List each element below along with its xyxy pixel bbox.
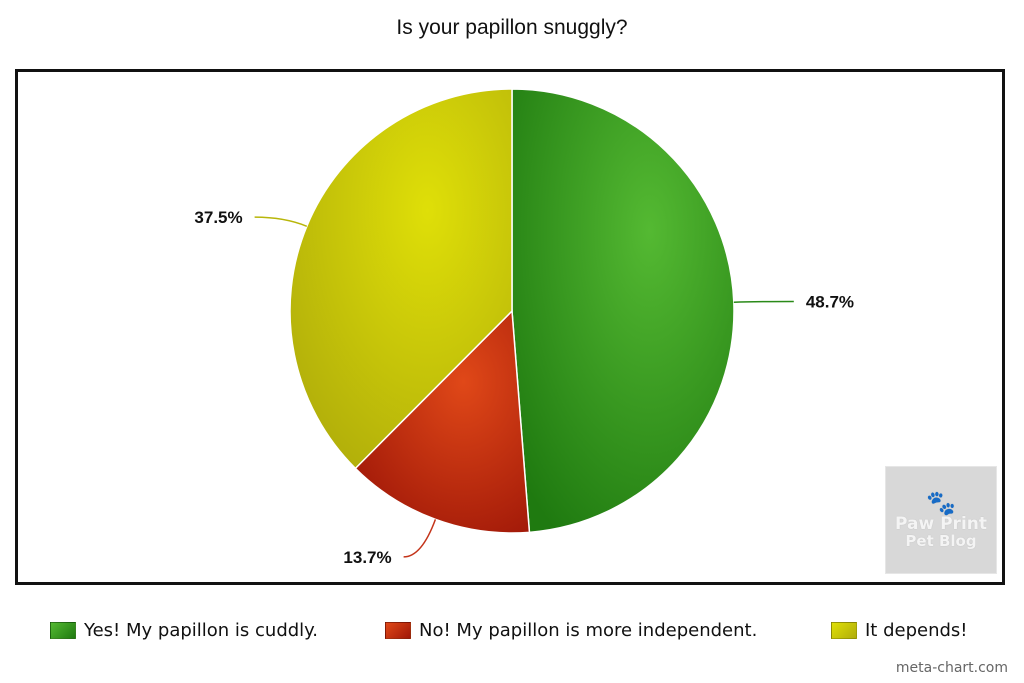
data-label-depends: 37.5% xyxy=(194,208,242,227)
legend: Yes! My papillon is cuddly. No! My papil… xyxy=(0,620,1024,644)
legend-label-no: No! My papillon is more independent. xyxy=(419,620,758,641)
watermark-line-1: Paw Print xyxy=(895,513,987,534)
legend-swatch-no xyxy=(385,622,411,639)
legend-item-yes: Yes! My papillon is cuddly. xyxy=(50,620,318,641)
credit-text: meta-chart.com xyxy=(895,660,1008,676)
leader-line-yes xyxy=(733,300,794,304)
legend-swatch-depends xyxy=(831,622,857,639)
data-label-no: 13.7% xyxy=(343,548,391,567)
leader-line-no xyxy=(403,519,437,558)
pie-slice-yes xyxy=(511,88,735,534)
paw-icon: 🐾 xyxy=(926,488,956,517)
watermark-line-2: Pet Blog xyxy=(905,531,977,550)
pie-slice-depends xyxy=(289,88,513,470)
legend-label-yes: Yes! My papillon is cuddly. xyxy=(84,620,318,641)
data-label-yes: 48.7% xyxy=(806,292,854,311)
legend-item-no: No! My papillon is more independent. xyxy=(385,620,757,641)
chart-title: Is your papillon snuggly? xyxy=(396,16,628,39)
legend-swatch-yes xyxy=(50,622,76,639)
legend-label-depends: It depends! xyxy=(865,620,968,641)
paw-print-pet-blog-logo: 🐾 Paw Print Pet Blog xyxy=(885,466,997,574)
legend-item-depends: It depends! xyxy=(831,620,968,641)
leader-line-depends xyxy=(254,216,308,227)
